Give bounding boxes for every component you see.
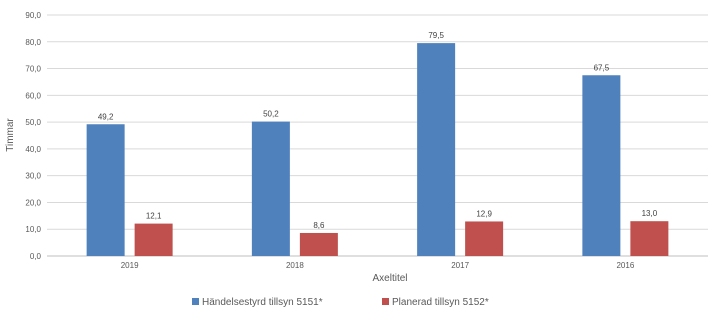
legend: Händelsestyrd tillsyn 5151* Planerad till… <box>192 297 489 308</box>
bar-handelsestyrd <box>86 124 125 257</box>
bars-group: 49,2 12,1 50,2 8,6 79,5 12,9 67,5 13,0 <box>86 31 669 257</box>
x-tick-label: 2016 <box>616 261 634 270</box>
bar-handelsestyrd <box>582 75 621 256</box>
bar-planerad <box>134 223 173 256</box>
y-tick-label: 70,0 <box>25 65 41 74</box>
bar-planerad <box>630 221 669 256</box>
bar-handelsestyrd <box>417 43 456 256</box>
legend-swatch <box>382 298 389 305</box>
data-label: 8,6 <box>313 221 325 230</box>
data-label: 79,5 <box>428 31 444 40</box>
bar-handelsestyrd <box>251 121 290 256</box>
bar-planerad <box>465 221 504 256</box>
x-tick-label: 2018 <box>286 261 304 270</box>
data-label: 50,2 <box>263 110 279 119</box>
legend-swatch <box>192 298 199 305</box>
y-tick-label: 10,0 <box>25 225 41 234</box>
y-tick-label: 50,0 <box>25 118 41 127</box>
data-label: 67,5 <box>594 63 610 72</box>
bar-planerad <box>299 232 338 256</box>
y-axis: 0,0 10,0 20,0 30,0 40,0 50,0 60,0 70,0 80,0 90,0 <box>25 11 41 261</box>
legend-label: Händelsestyrd tillsyn 5151* <box>202 297 323 308</box>
y-tick-label: 30,0 <box>25 172 41 181</box>
y-tick-label: 0,0 <box>30 252 42 261</box>
legend-label: Planerad tillsyn 5152* <box>392 297 489 308</box>
data-label: 13,0 <box>642 209 658 218</box>
x-axis-title: Axeltitel <box>372 273 407 284</box>
x-tick-label: 2017 <box>451 261 469 270</box>
y-tick-label: 40,0 <box>25 145 41 154</box>
x-tick-label: 2019 <box>121 261 139 270</box>
x-axis: 2019 2018 2017 2016 <box>121 261 635 270</box>
y-tick-label: 60,0 <box>25 91 41 100</box>
data-label: 49,2 <box>98 112 114 121</box>
data-label: 12,1 <box>146 212 162 221</box>
y-tick-label: 90,0 <box>25 11 41 20</box>
y-tick-label: 80,0 <box>25 38 41 47</box>
y-tick-label: 20,0 <box>25 198 41 207</box>
data-label: 12,9 <box>476 209 492 218</box>
y-axis-title: Timmar <box>5 118 16 152</box>
